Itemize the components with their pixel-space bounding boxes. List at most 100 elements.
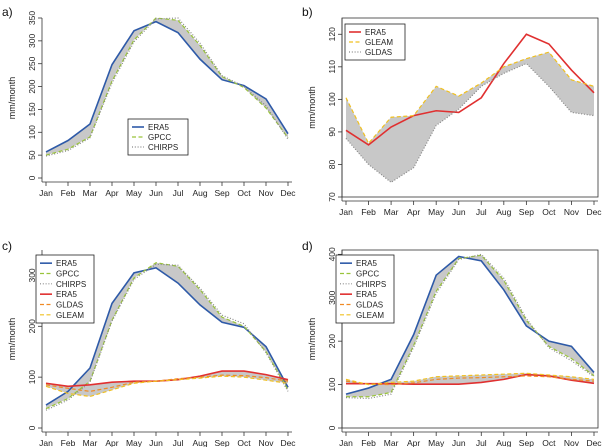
legend-entry: CHIRPS bbox=[356, 280, 386, 289]
y-tick-label: 0 bbox=[327, 425, 337, 430]
x-tick-label: Oct bbox=[542, 438, 556, 447]
y-tick-label: 120 bbox=[327, 27, 337, 41]
series-line-era5 bbox=[45, 266, 289, 406]
x-tick-label: Jul bbox=[476, 207, 487, 217]
y-tick-label: 0 bbox=[27, 425, 37, 430]
x-tick-label: Apr bbox=[407, 438, 420, 447]
legend-box bbox=[127, 118, 189, 156]
x-tick-label: Aug bbox=[192, 188, 207, 198]
y-tick-label: 70 bbox=[327, 192, 337, 202]
y-tick-label: 100 bbox=[327, 92, 337, 106]
series-line-gldas bbox=[45, 374, 289, 392]
series-line-chirps bbox=[345, 253, 595, 400]
x-tick-label: Jan bbox=[339, 207, 353, 217]
legend-entry: CHIRPS bbox=[148, 143, 178, 152]
x-tick-label: Apr bbox=[105, 438, 118, 447]
x-tick-label: Jan bbox=[339, 438, 353, 447]
x-tick-label: Sep bbox=[519, 207, 534, 217]
shaded-band bbox=[346, 52, 594, 183]
panel-label: a) bbox=[2, 5, 13, 19]
legend-entry: GLDAS bbox=[365, 48, 392, 57]
y-tick-label: 250 bbox=[27, 56, 37, 70]
panel-label: b) bbox=[302, 5, 313, 19]
legend-entry: GPCC bbox=[148, 133, 171, 142]
x-tick-label: Feb bbox=[61, 438, 76, 447]
legend-entry: ERA5 bbox=[356, 259, 377, 268]
x-tick-label: Nov bbox=[258, 188, 274, 198]
y-tick-label: 100 bbox=[27, 370, 37, 384]
legend-entry: GLEAM bbox=[365, 38, 393, 47]
legend-entry: ERA5 bbox=[365, 28, 386, 37]
x-tick-label: Mar bbox=[384, 438, 399, 447]
series-line-gleam bbox=[345, 51, 595, 145]
x-tick-label: Oct bbox=[237, 438, 251, 447]
shaded-band bbox=[46, 18, 288, 156]
y-axis-label: mm/month bbox=[307, 86, 317, 129]
y-tick-label: 300 bbox=[327, 290, 337, 304]
x-tick-label: Sep bbox=[214, 438, 229, 447]
x-tick-label: Dec bbox=[586, 207, 602, 217]
x-tick-label: Mar bbox=[384, 207, 399, 217]
series-line-era5 bbox=[45, 20, 289, 153]
legend-box bbox=[344, 23, 406, 61]
y-tick-label: 350 bbox=[27, 11, 37, 25]
x-tick-label: Oct bbox=[237, 188, 251, 198]
legend-entry: GLDAS bbox=[356, 301, 383, 310]
x-tick-label: Apr bbox=[105, 188, 118, 198]
legend-entry: ERA5 bbox=[356, 290, 377, 299]
x-tick-label: Jan bbox=[39, 188, 53, 198]
y-tick-label: 200 bbox=[27, 79, 37, 93]
series-line-chirps bbox=[45, 17, 289, 157]
x-tick-label: Mar bbox=[83, 438, 98, 447]
y-tick-label: 300 bbox=[27, 268, 37, 282]
panel-b: b) Jan Feb Mar Apr May Jun Jul Aug Sep Oct Nov Dec 70… bbox=[302, 5, 602, 217]
x-tick-label: Mar bbox=[83, 188, 98, 198]
x-tick-label: Jul bbox=[173, 188, 184, 198]
x-tick-label: May bbox=[126, 438, 143, 447]
y-tick-label: 100 bbox=[27, 125, 37, 139]
x-tick-label: Sep bbox=[214, 188, 229, 198]
series-line-gldas bbox=[345, 62, 595, 184]
series-line-gleam bbox=[45, 375, 289, 398]
x-tick-label: Jul bbox=[173, 438, 184, 447]
x-tick-label: Aug bbox=[192, 438, 207, 447]
shaded-band bbox=[46, 262, 288, 409]
panel-a: a) Jan Feb Mar Apr May Jun Jul Aug Sep Oct Nov Dec 0 5… bbox=[2, 5, 296, 198]
series-line-gpcc bbox=[346, 254, 595, 398]
y-tick-label: 150 bbox=[27, 102, 37, 116]
x-tick-label: Feb bbox=[361, 438, 376, 447]
y-axis-label: mm/month bbox=[7, 318, 17, 361]
panel-d: d) Jan Feb Mar Apr May Jun Jul Aug Sep Oct Nov Dec 0 1… bbox=[302, 239, 602, 447]
legend-box bbox=[35, 254, 95, 324]
x-tick-label: Dec bbox=[280, 438, 296, 447]
series-line-gleam bbox=[345, 372, 595, 386]
y-tick-label: 110 bbox=[327, 60, 337, 74]
legend-entry: GLEAM bbox=[56, 311, 84, 320]
x-tick-label: Apr bbox=[407, 207, 420, 217]
y-tick-label: 90 bbox=[327, 127, 337, 137]
x-tick-label: Jun bbox=[452, 438, 466, 447]
shaded-band bbox=[46, 371, 288, 397]
y-tick-label: 0 bbox=[27, 175, 37, 180]
panel-label: d) bbox=[302, 239, 313, 253]
x-tick-label: Dec bbox=[280, 188, 296, 198]
series-line-era5 bbox=[345, 255, 595, 395]
legend-entry: CHIRPS bbox=[56, 280, 86, 289]
legend-entry: GPCC bbox=[356, 270, 379, 279]
legend-entry: GLEAM bbox=[356, 311, 384, 320]
legend-entry: ERA5 bbox=[56, 290, 77, 299]
legend-entry: ERA5 bbox=[148, 123, 169, 132]
legend-entry: GLDAS bbox=[56, 301, 83, 310]
series-line-gldas bbox=[345, 375, 595, 386]
x-tick-label: Jun bbox=[149, 438, 163, 447]
y-tick-label: 200 bbox=[327, 334, 337, 348]
legend-box bbox=[335, 254, 395, 324]
series-line-era5 bbox=[346, 373, 595, 385]
y-tick-label: 100 bbox=[327, 377, 337, 391]
x-tick-label: Aug bbox=[496, 438, 511, 447]
